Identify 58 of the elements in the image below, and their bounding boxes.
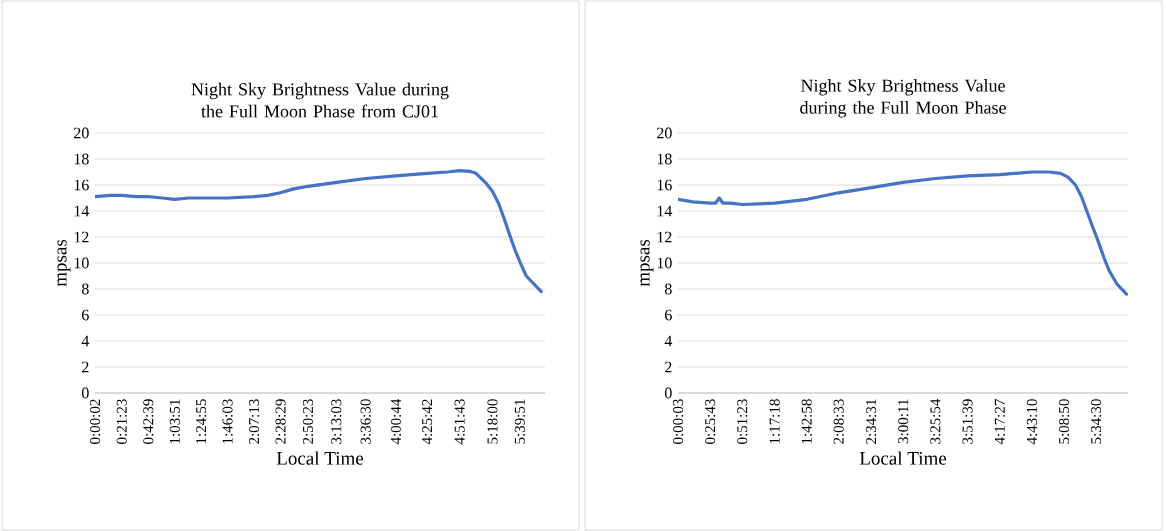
y-tick-label: 16 (657, 179, 672, 191)
chart-title: Night Sky Brightness Value during the Full Moon Phase from CJ01 (191, 82, 449, 118)
x-tick-label: 2:34:31 (866, 399, 877, 444)
x-axis-title: Local Time (276, 451, 364, 465)
y-tick-label: 18 (74, 153, 89, 165)
x-tick-label: 0:51:23 (737, 399, 748, 444)
x-tick-label: 5:34:30 (1091, 399, 1102, 444)
x-tick-label: 2:07:13 (248, 399, 260, 444)
x-tick-label: 4:51:43 (454, 399, 465, 445)
x-tick-label: 0:21:23 (116, 399, 127, 444)
y-tick-label: 10 (657, 257, 672, 269)
y-tick-label: 20 (74, 127, 89, 139)
y-tick-label: 8 (664, 283, 672, 295)
x-tick-label: 4:17:27 (994, 399, 1005, 445)
x-tick-label: 4:25:42 (422, 399, 433, 445)
y-tick-label: 14 (74, 205, 90, 217)
y-tick-label: 4 (664, 335, 673, 347)
x-tick-label: 0:00:03 (672, 399, 684, 444)
x-tick-label: 1:03:51 (169, 399, 180, 444)
x-tick-label: 5:39:51 (514, 399, 525, 444)
y-tick-label: 10 (74, 257, 89, 269)
y-tick-label: 0 (664, 387, 672, 399)
y-tick-label: 2 (665, 361, 672, 373)
x-tick-label: 2:50:23 (302, 399, 314, 444)
x-tick-label: 1:46:03 (222, 399, 233, 444)
y-tick-label: 12 (74, 231, 89, 243)
x-tick-label: 0:00:02 (89, 399, 101, 444)
x-tick-label: 2:28:29 (275, 399, 286, 444)
y-tick-label: 18 (657, 153, 672, 165)
y-tick-label: 16 (74, 179, 89, 191)
x-tick-label: 4:00:44 (390, 398, 402, 445)
y-axis-title: mpsas (57, 239, 71, 287)
x-tick-label: 5:18:00 (487, 399, 498, 444)
chart-title: Night Sky Brightness Value during the Full Moon Phase (800, 79, 1006, 118)
y-tick-label: 2 (82, 361, 89, 373)
x-tick-label: 4:43:10 (1026, 399, 1038, 445)
x-tick-label: 1:42:58 (801, 399, 812, 444)
x-tick-label: 2:08:33 (833, 399, 844, 444)
y-axis-title: mpsas (640, 239, 654, 287)
y-tick-label: 6 (665, 309, 672, 321)
y-tick-label: 8 (81, 283, 89, 295)
x-tick-label: 3:13:03 (331, 399, 342, 444)
x-tick-label: 3:25:54 (930, 398, 941, 444)
x-axis-title: Local Time (859, 451, 947, 465)
x-tick-label: 0:25:43 (705, 399, 716, 444)
x-tick-label: 3:51:39 (962, 399, 973, 444)
x-tick-label: 3:36:30 (360, 399, 371, 444)
y-tick-label: 14 (657, 205, 673, 217)
x-tick-label: 0:42:39 (143, 399, 154, 444)
y-tick-label: 0 (81, 387, 89, 399)
x-tick-label: 1:17:18 (769, 399, 780, 444)
y-tick-label: 6 (82, 309, 89, 321)
y-tick-label: 12 (657, 231, 672, 243)
y-tick-label: 20 (657, 127, 672, 139)
x-tick-label: 3:00:11 (898, 399, 909, 444)
x-tick-label: 5:08:50 (1058, 399, 1070, 444)
y-tick-label: 4 (81, 335, 90, 347)
x-tick-label: 1:24:55 (196, 399, 207, 444)
